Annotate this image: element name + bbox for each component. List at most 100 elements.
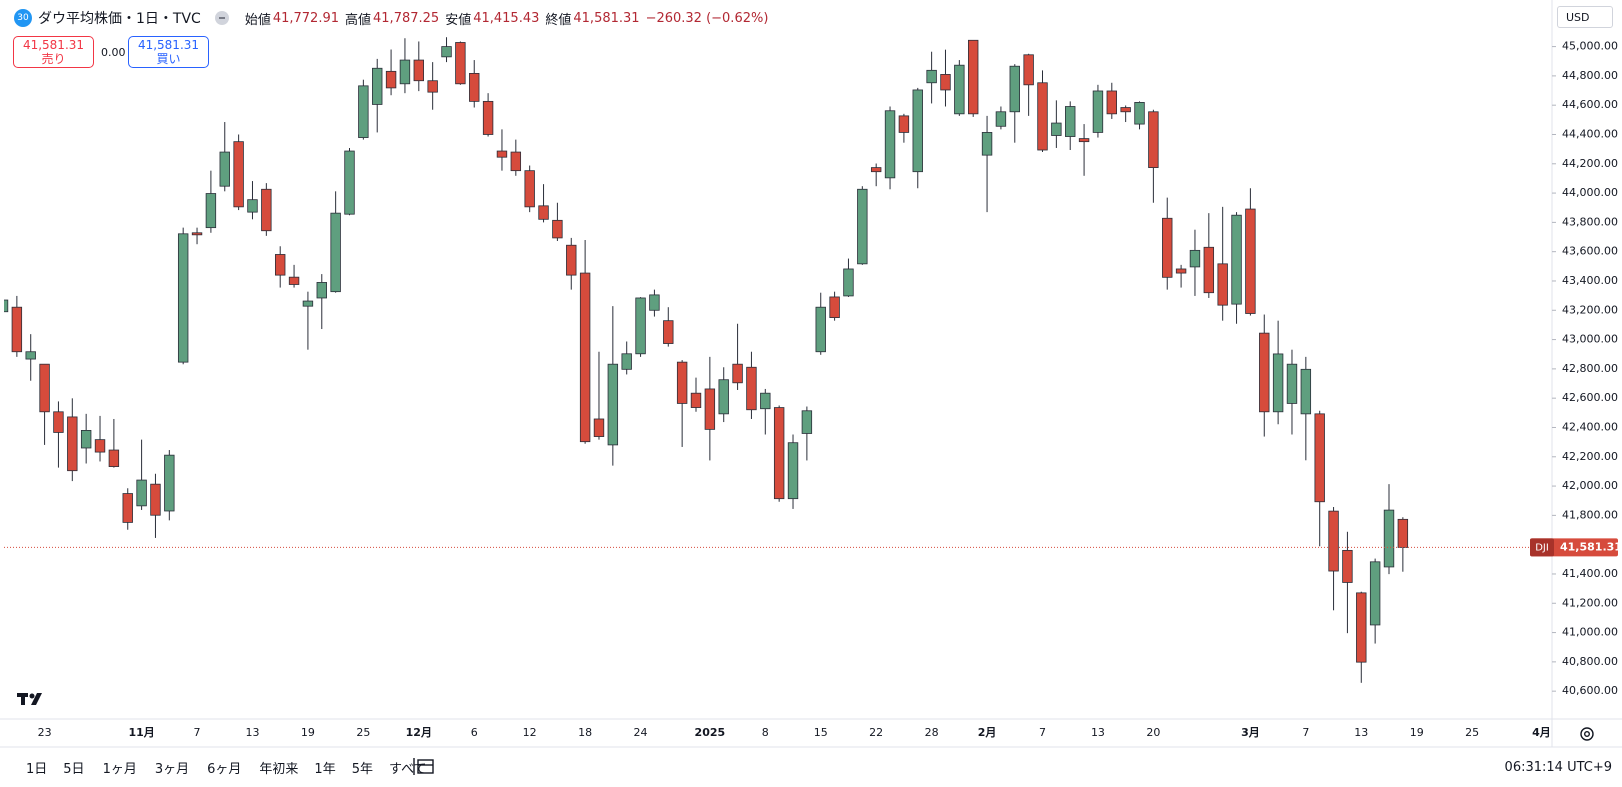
legend: 30 ダウ平均株価・1日・TVC 始値 41,772.91 高値 41,787.25…	[14, 8, 774, 28]
ohlc-value: 41,787.25	[373, 10, 440, 26]
range-button[interactable]: 1年	[314, 762, 336, 777]
candle-body	[926, 69, 937, 84]
candle-body	[330, 212, 341, 293]
candle-body	[1051, 122, 1062, 136]
candle-body	[1078, 138, 1090, 143]
candle-body	[427, 80, 438, 93]
y-tick-label: 44,200.00	[1562, 157, 1618, 170]
candle-body	[136, 479, 147, 507]
x-tick-label: 23	[38, 726, 52, 739]
x-tick-label: 7	[1039, 726, 1046, 739]
candle-body	[857, 188, 868, 265]
x-tick-label: 18	[578, 726, 592, 739]
candle-body	[1369, 561, 1381, 626]
range-button[interactable]: 5年	[351, 762, 373, 777]
y-tick-label: 41,200.00	[1562, 596, 1618, 609]
candle-body	[593, 418, 605, 437]
y-tick-label: 44,000.00	[1562, 186, 1618, 199]
price-tag-symbol-box	[1530, 538, 1554, 557]
spread: 0.00	[101, 46, 126, 59]
sell-button[interactable]: 41,581.31 売り	[13, 36, 94, 68]
x-tick-label: 19	[301, 726, 315, 739]
candle-body	[219, 151, 230, 187]
x-tick-label: 12月	[406, 726, 432, 739]
candle-body	[177, 233, 189, 363]
candle-body	[1134, 102, 1145, 125]
symbol-title[interactable]: ダウ平均株価・1日・TVC	[38, 11, 201, 27]
price-tag-symbol: DJI	[1535, 542, 1549, 553]
candle-body	[995, 111, 1007, 127]
x-tick-label: 25	[356, 726, 370, 739]
ohlc-label: 終値	[545, 12, 572, 28]
candle-body	[981, 132, 993, 156]
candle-body	[261, 188, 272, 232]
candle-body	[1245, 208, 1256, 314]
candle-body	[690, 392, 702, 408]
candle-body	[39, 363, 50, 413]
candle-body	[1092, 90, 1104, 133]
candle-body	[302, 300, 314, 307]
candle-body	[607, 363, 619, 446]
ohlc-label: 始値	[244, 12, 271, 28]
range-button[interactable]: 1ヶ月	[102, 762, 137, 777]
ohlc-value: 41,415.43	[473, 10, 540, 26]
y-tick-label: 43,400.00	[1562, 274, 1618, 287]
candle-body	[663, 320, 674, 344]
candle-body	[191, 232, 203, 236]
y-tick-label: 44,600.00	[1562, 98, 1618, 111]
candle-body	[1148, 111, 1159, 168]
range-button[interactable]: 1日	[26, 762, 48, 777]
y-tick-label: 44,400.00	[1562, 127, 1618, 140]
y-tick-label: 41,800.00	[1562, 508, 1618, 521]
candle-body	[67, 416, 78, 472]
candle-body	[1175, 268, 1187, 274]
range-button[interactable]: 年初来	[259, 762, 299, 777]
plot-area	[4, 37, 1409, 683]
y-tick-label: 45,000.00	[1562, 40, 1618, 53]
currency-select[interactable]: USD	[1557, 6, 1613, 28]
candle-body	[829, 296, 840, 319]
candle-body	[80, 430, 92, 449]
x-tick-label: 4月	[1532, 726, 1551, 739]
buy-button[interactable]: 41,581.31 買い	[128, 36, 209, 68]
x-tick-label: 2025	[695, 726, 726, 739]
x-tick-label: 28	[925, 726, 939, 739]
candle-body	[247, 199, 258, 213]
x-tick-label: 8	[762, 726, 769, 739]
range-button[interactable]: すべて	[388, 762, 427, 777]
y-tick-label: 41,000.00	[1562, 626, 1618, 639]
candle-body	[566, 244, 577, 276]
candle-body	[538, 205, 549, 220]
candle-body	[94, 439, 106, 453]
toolbar: 1日 5日 1ヶ月 3ヶ月 6ヶ月 年初来 1年 5年 すべて	[0, 748, 1622, 787]
range-button[interactable]: 6ヶ月	[207, 762, 242, 777]
range-button[interactable]: 5日	[63, 762, 85, 777]
candle-body	[4, 299, 9, 313]
candle-body	[676, 361, 688, 404]
x-tick-label: 20	[1146, 726, 1160, 739]
x-tick-label: 15	[814, 726, 828, 739]
candle-body	[1231, 214, 1242, 305]
change: −260.32 (−0.62%)	[645, 10, 769, 26]
x-tick-label: 12	[523, 726, 537, 739]
x-tick-label: 11月	[128, 726, 154, 739]
date-range-icon[interactable]	[413, 758, 434, 775]
y-tick-label: 43,600.00	[1562, 245, 1618, 258]
range-button[interactable]: 3ヶ月	[154, 762, 190, 777]
settings-icon[interactable]	[1580, 727, 1594, 741]
y-tick-label: 41,400.00	[1562, 567, 1618, 580]
candle-body	[1314, 413, 1325, 503]
y-tick-label: 42,200.00	[1562, 450, 1618, 463]
candle-body	[940, 74, 951, 91]
x-tick-label: 13	[245, 726, 259, 739]
sell-price: 41,581.31	[22, 38, 85, 52]
sell-label: 売り	[41, 52, 66, 66]
candle-body	[1037, 82, 1048, 151]
candle-body	[316, 282, 327, 299]
candle-body	[1397, 518, 1409, 548]
candle-body	[1203, 246, 1215, 294]
candle-body	[815, 306, 826, 353]
candle-body	[635, 297, 646, 355]
